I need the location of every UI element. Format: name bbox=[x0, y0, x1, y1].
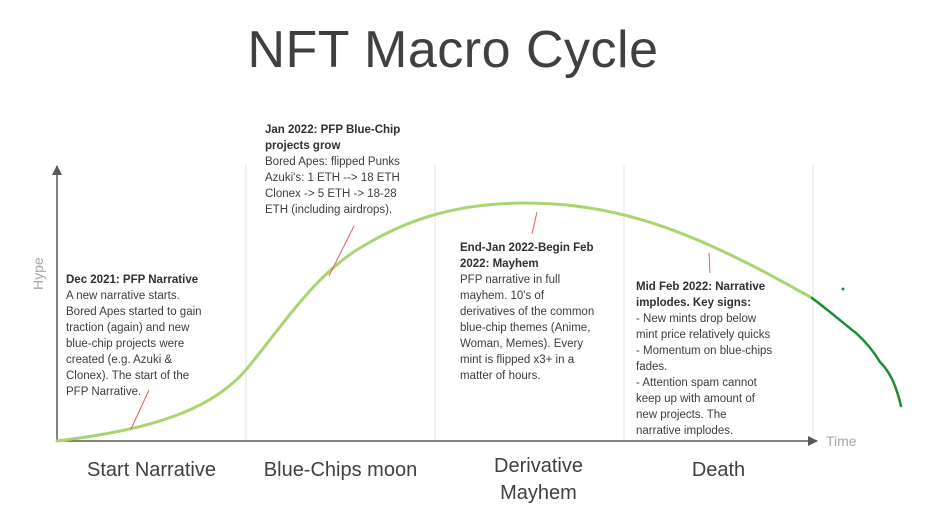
pointer-line-2 bbox=[328, 225, 355, 277]
phase-label-start-narrative: Start Narrative bbox=[87, 459, 216, 481]
annotation-heading: Jan 2022: PFP Blue-Chip projects grow bbox=[265, 124, 401, 152]
annotation-heading: Mid Feb 2022: Narrative implodes. Key si… bbox=[636, 281, 766, 309]
page-title: NFT Macro Cycle bbox=[247, 21, 659, 79]
annotation-end-jan-2022: End-Jan 2022-Begin Feb 2022: Mayhem PFP … bbox=[460, 240, 625, 384]
hype-curve bbox=[55, 201, 814, 443]
phase-label-blue-chips-moon: Blue-Chips moon bbox=[263, 459, 418, 481]
decline-dot bbox=[841, 287, 845, 291]
annotation-dec-2021: Dec 2021: PFP Narrative A new narrative … bbox=[66, 272, 241, 400]
pointer-line-4 bbox=[708, 252, 711, 274]
phase-label-death: Death bbox=[691, 459, 746, 481]
annotation-body: - New mints drop below mint price relati… bbox=[636, 313, 773, 437]
annotation-mid-feb-2022: Mid Feb 2022: Narrative implodes. Key si… bbox=[636, 279, 811, 439]
x-axis-label: Time bbox=[826, 433, 857, 449]
decline-stroke bbox=[810, 296, 903, 408]
pointer-line-3 bbox=[531, 211, 538, 235]
annotation-jan-2022: Jan 2022: PFP Blue-Chip projects grow Bo… bbox=[265, 122, 430, 218]
pointer-line-1 bbox=[130, 389, 150, 430]
phase-label-derivative-mayhem: Derivative Mayhem bbox=[494, 455, 583, 504]
annotation-body: A new narrative starts. Bored Apes start… bbox=[66, 290, 202, 398]
annotation-heading: Dec 2021: PFP Narrative bbox=[66, 274, 199, 286]
annotation-heading: End-Jan 2022-Begin Feb 2022: Mayhem bbox=[460, 242, 594, 270]
annotation-body: Bored Apes: flipped Punks Azuki's: 1 ETH… bbox=[265, 156, 400, 216]
annotation-body: PFP narrative in full mayhem. 10's of de… bbox=[460, 274, 595, 382]
y-axis-label: Hype bbox=[30, 257, 46, 290]
